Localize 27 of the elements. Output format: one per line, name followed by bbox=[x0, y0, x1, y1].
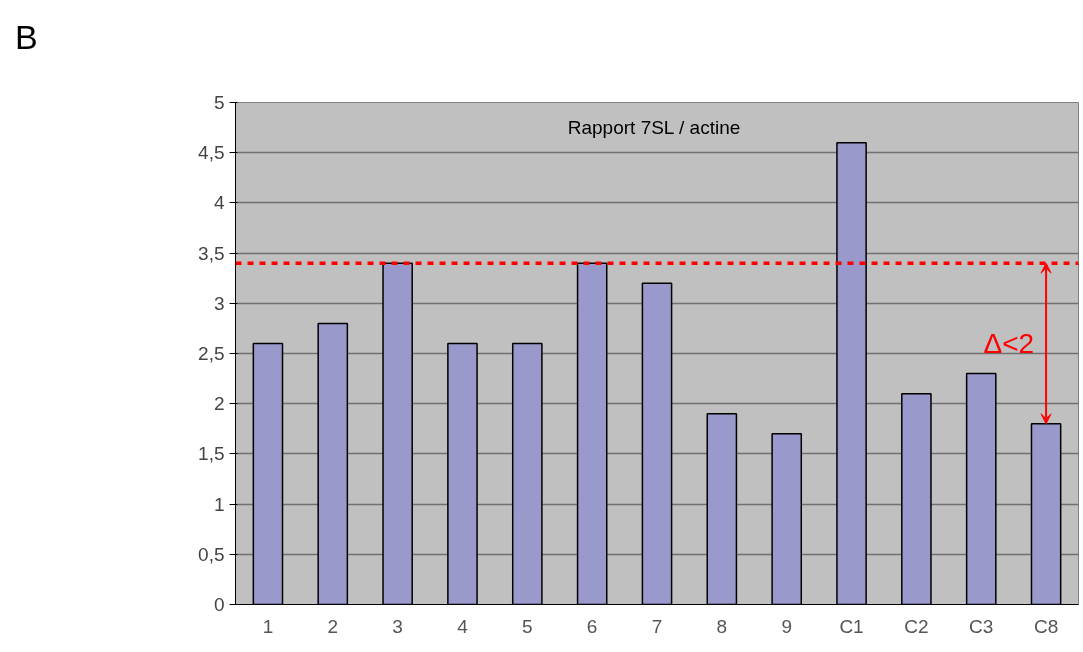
x-tick-label: 6 bbox=[586, 615, 598, 637]
x-tick-label: 3 bbox=[392, 615, 403, 637]
y-tick-label: 5 bbox=[213, 92, 225, 113]
x-tick-label: C2 bbox=[904, 615, 929, 637]
x-tick-label: 9 bbox=[781, 615, 792, 637]
y-tick-label: 1 bbox=[213, 493, 225, 515]
y-tick-label: 0,5 bbox=[198, 543, 225, 565]
y-tick-label: 1,5 bbox=[198, 443, 225, 465]
x-tick-label: C1 bbox=[839, 615, 864, 637]
text: Rapport 7SL / actine bbox=[567, 116, 741, 138]
y-tick-label: 4 bbox=[213, 192, 225, 214]
y-tick-label: 0 bbox=[213, 594, 225, 615]
x-tick-label: C3 bbox=[969, 615, 994, 637]
annotation: Δ<2 bbox=[983, 327, 1035, 359]
y-tick-label: 3,5 bbox=[198, 242, 225, 264]
y-tick-label: 2,5 bbox=[198, 343, 225, 364]
x-tick-label: 8 bbox=[716, 615, 728, 637]
y-tick-label: 3 bbox=[213, 292, 225, 314]
x-tick-label: 7 bbox=[651, 615, 663, 637]
x-tick-label: 5 bbox=[522, 615, 533, 637]
x-tick-label: 1 bbox=[262, 615, 274, 637]
x-tick-label: C8 bbox=[1033, 615, 1059, 637]
x-tick-label: 2 bbox=[327, 615, 339, 637]
y-tick-label: 2 bbox=[213, 393, 225, 415]
y-tick-label: 4,5 bbox=[198, 142, 225, 164]
x-tick-label: 4 bbox=[457, 615, 469, 637]
text: B bbox=[15, 17, 38, 58]
